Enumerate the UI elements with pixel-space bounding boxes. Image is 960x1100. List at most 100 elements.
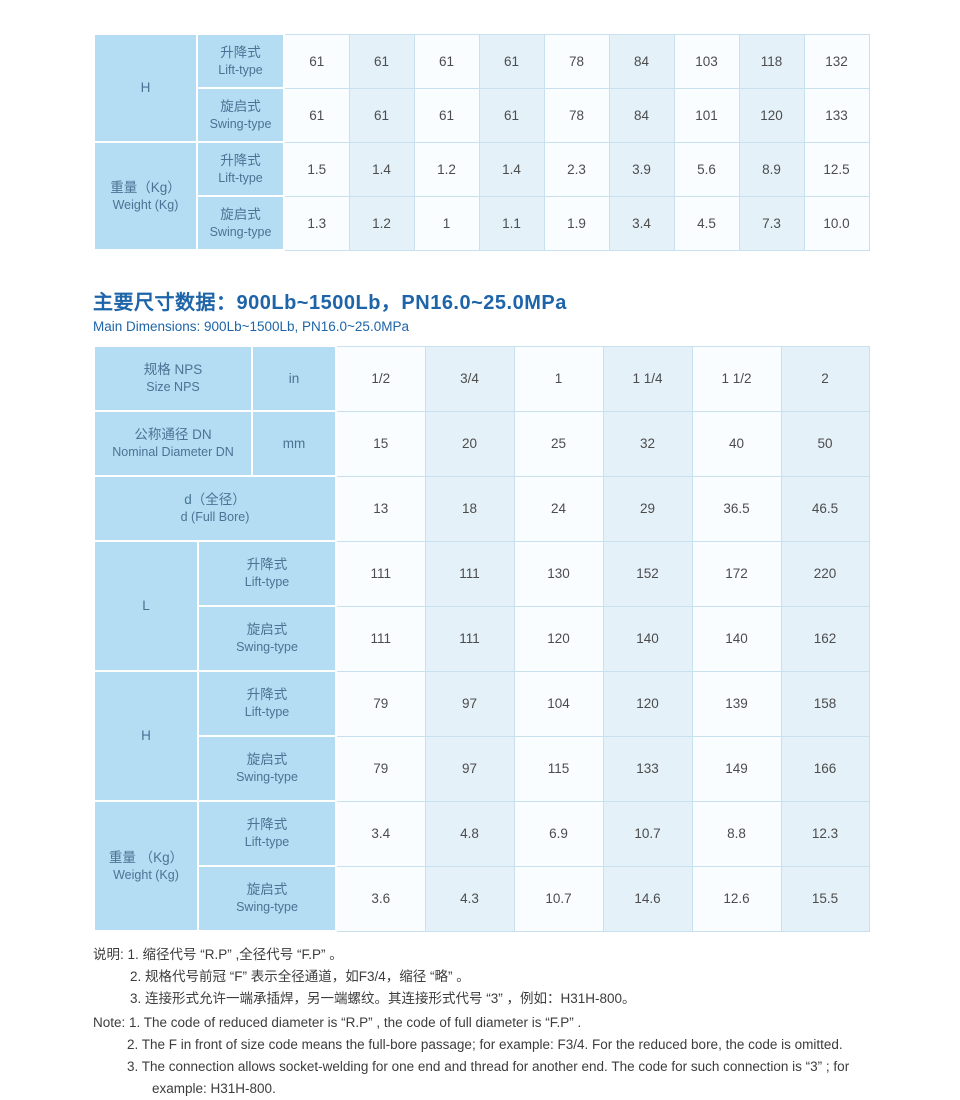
type-label-cell-zh: 升降式 xyxy=(246,687,288,702)
table-row: 公称通径 DN Nominal Diameter DN mm 15 20 25 32 40 50 xyxy=(92,410,870,477)
data-cell: 32 xyxy=(602,410,693,477)
data-cell: 18 xyxy=(424,475,515,542)
type-label-cell-zh: 旋启式 xyxy=(246,882,288,897)
data-cell: 152 xyxy=(602,540,693,607)
data-cell: 1.2 xyxy=(413,141,480,197)
data-cell: 61 xyxy=(348,33,415,89)
type-label-cell-zh: 升降式 xyxy=(246,557,288,572)
data-cell: 2 xyxy=(780,345,870,412)
data-cell: 1.4 xyxy=(348,141,415,197)
group-label-cell: H xyxy=(93,670,199,802)
unit-cell-zh: mm xyxy=(282,435,306,451)
table-row: d（全径） d (Full Bore) 13 18 24 29 36.5 46.5 xyxy=(92,475,870,542)
data-cell: 24 xyxy=(513,475,604,542)
type-label-cell-zh: 升降式 xyxy=(220,152,261,168)
type-label-cell: 升降式 Lift-type xyxy=(196,33,285,89)
group-label-cell-zh: H xyxy=(141,728,151,743)
header-label-cell-zh: 公称通径 DN xyxy=(134,427,212,442)
data-cell: 4.5 xyxy=(673,195,740,251)
data-cell: 12.3 xyxy=(780,800,870,867)
data-cell: 84 xyxy=(608,33,675,89)
upper-dimensions-table: H 升降式 Lift-type 61 61 61 61 78 84 103 118 132 旋启式 Swi… xyxy=(93,33,870,251)
data-cell: 140 xyxy=(691,605,782,672)
table-row: L 升降式 Lift-type 111 111 130 152 172 220 xyxy=(93,540,870,672)
data-cell: 101 xyxy=(673,87,740,143)
header-label-cell-en: Nominal Diameter DN xyxy=(112,445,234,459)
data-cell: 97 xyxy=(424,735,515,802)
data-cell: 162 xyxy=(780,605,870,672)
note-line: 3. 连接形式允许一端承插焊，另一端螺纹。其连接形式代号 “3” ，例如：H31… xyxy=(130,991,636,1006)
note-line: 2. 规格代号前冠 “F” 表示全径通道，如F3/4，缩径 “略” 。 xyxy=(130,969,470,984)
data-cell: 1.4 xyxy=(478,141,545,197)
note-line: example: H31H-800. xyxy=(152,1081,276,1096)
data-cell: 172 xyxy=(691,540,782,607)
type-label-cell-en: Lift-type xyxy=(244,705,290,719)
data-cell: 4.3 xyxy=(424,865,515,932)
data-cell: 111 xyxy=(335,540,426,607)
data-cell: 139 xyxy=(691,670,782,737)
data-cell: 8.8 xyxy=(691,800,782,867)
header-label-cell-zh: 规格 NPS xyxy=(143,362,203,377)
data-cell: 61 xyxy=(283,87,350,143)
type-label-cell-en: Lift-type xyxy=(218,62,263,77)
data-cell: 40 xyxy=(691,410,782,477)
data-cell: 20 xyxy=(424,410,515,477)
group-label-cell: L xyxy=(93,540,199,672)
group-label-cell-zh: 重量 （Kg） xyxy=(108,849,184,865)
data-cell: 50 xyxy=(780,410,870,477)
table-row: H 升降式 Lift-type 61 61 61 61 78 84 103 118 132 xyxy=(93,33,870,143)
table-row: 旋启式 Swing-type 111 111 120 140 140 162 xyxy=(94,605,870,672)
table-row: 旋启式 Swing-type 79 97 115 133 149 166 xyxy=(94,735,870,802)
type-label-cell-zh: 旋启式 xyxy=(246,622,288,637)
full-bore-label-cell-zh: d（全径） xyxy=(184,492,246,507)
group-label-cell: 重量 （Kg） Weight (Kg) xyxy=(93,800,199,932)
data-cell: 61 xyxy=(478,87,545,143)
type-label-cell-zh: 旋启式 xyxy=(246,752,288,767)
group-label-cell-zh: L xyxy=(142,598,150,613)
type-label-cell-en: Swing-type xyxy=(236,640,298,654)
type-label-cell: 旋启式 Swing-type xyxy=(196,735,338,802)
data-cell: 158 xyxy=(780,670,870,737)
unit-cell-zh: in xyxy=(288,370,300,386)
data-cell: 1 1/2 xyxy=(691,345,782,412)
data-cell: 133 xyxy=(602,735,693,802)
type-label-cell: 旋启式 Swing-type xyxy=(196,87,285,143)
data-cell: 3.6 xyxy=(335,865,426,932)
type-label-cell-en: Lift-type xyxy=(244,575,290,589)
type-label-cell-en: Swing-type xyxy=(209,116,272,131)
data-cell: 111 xyxy=(424,605,515,672)
data-cell: 12.5 xyxy=(803,141,870,197)
header-label-cell: 公称通径 DN Nominal Diameter DN xyxy=(92,410,254,477)
data-cell: 61 xyxy=(413,87,480,143)
table-row: 旋启式 Swing-type 1.3 1.2 1 1.1 1.9 3.4 4.5 7.3 10.0 xyxy=(94,195,870,251)
full-bore-label-cell: d（全径） d (Full Bore) xyxy=(92,475,338,542)
data-cell: 1.5 xyxy=(283,141,350,197)
data-cell: 103 xyxy=(673,33,740,89)
data-cell: 149 xyxy=(691,735,782,802)
section-title: 主要尺寸数据：900Lb~1500Lb，PN16.0~25.0MPa Main … xyxy=(93,291,567,335)
type-label-cell-en: Lift-type xyxy=(244,835,290,849)
notes-chinese: 说明: 1. 缩径代号 “R.P” ,全径代号 “F.P” 。 2. 规格代号前冠… xyxy=(93,944,636,1010)
section-title-en: Main Dimensions: 900Lb~1500Lb, PN16.0~25… xyxy=(93,319,409,334)
type-label-cell-zh: 升降式 xyxy=(246,817,288,832)
main-dimensions-table: 规格 NPS Size NPS in 1/2 3/4 1 1 1/4 1 1/2 2 公称通径 D… xyxy=(92,345,870,932)
full-bore-label-cell-en: d (Full Bore) xyxy=(180,510,250,524)
unit-cell: in xyxy=(251,345,338,412)
data-cell: 8.9 xyxy=(738,141,805,197)
data-cell: 79 xyxy=(335,670,426,737)
data-cell: 4.8 xyxy=(424,800,515,867)
data-cell: 1.9 xyxy=(543,195,610,251)
type-label-cell: 旋启式 Swing-type xyxy=(196,865,338,932)
data-cell: 133 xyxy=(803,87,870,143)
data-cell: 120 xyxy=(602,670,693,737)
data-cell: 130 xyxy=(513,540,604,607)
type-label-cell-en: Swing-type xyxy=(209,224,272,239)
data-cell: 1/2 xyxy=(335,345,426,412)
data-cell: 1 xyxy=(513,345,604,412)
data-cell: 84 xyxy=(608,87,675,143)
data-cell: 120 xyxy=(738,87,805,143)
data-cell: 104 xyxy=(513,670,604,737)
data-cell: 15 xyxy=(335,410,426,477)
data-cell: 5.6 xyxy=(673,141,740,197)
group-label-cell: H xyxy=(93,33,198,143)
